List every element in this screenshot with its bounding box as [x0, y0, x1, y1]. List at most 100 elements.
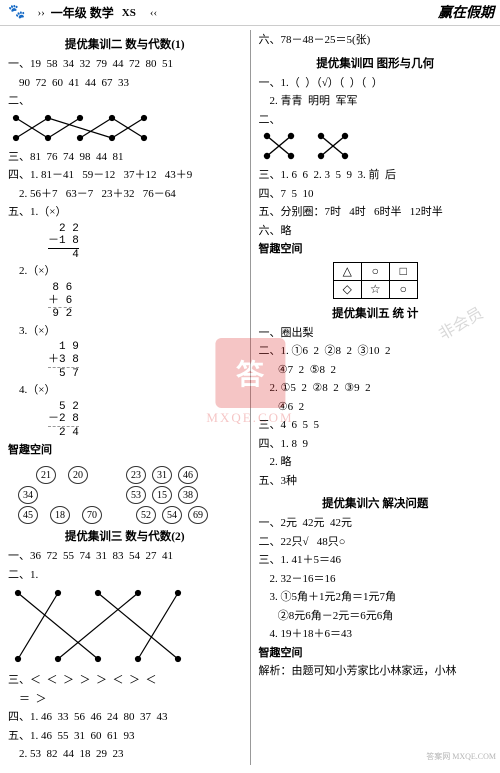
vertical-calc-2: 8 6 ＋ 6 9 2 [48, 282, 72, 321]
s6-q3d: ②8元6角－2元＝6元6角 [259, 608, 493, 625]
r-q4: 四、7 5 10 [259, 186, 493, 203]
bubble-node: 52 [136, 506, 156, 524]
s5-q2c: 2. ①5 2 ②8 2 ③9 2 [259, 380, 493, 397]
q1-line1: 一、19 58 34 32 79 44 72 80 51 [8, 56, 242, 73]
section2-title: 提优集训二 数与代数(1) [8, 36, 242, 52]
r-q1b: 2. 青青 明明 军军 [259, 93, 493, 110]
bubble-node: 45 [18, 506, 38, 524]
q5-3: 3.（×） [8, 323, 242, 340]
r-q3: 三、1. 6 6 2. 3 5 9 3. 前 后 [259, 167, 493, 184]
bubble-node: 20 [68, 466, 88, 484]
q3: 三、81 76 74 98 44 81 [8, 149, 242, 166]
arrow-right: ‹‹ [150, 7, 157, 19]
bubble-diagram: 21 20 34 45 18 70 23 31 46 53 15 38 52 54 69 [8, 462, 242, 522]
bubble-node: 70 [82, 506, 102, 524]
shape-cell: ☆ [361, 280, 389, 298]
q4-2: 2. 56＋7 63－7 23＋32 76－64 [8, 186, 242, 203]
v1c: 4 [48, 248, 79, 262]
r-top: 六、78－48－25＝5(张) [259, 32, 493, 49]
shape-cell: □ [389, 262, 417, 280]
bubble-node: 53 [126, 486, 146, 504]
s6-q2: 二、22只√ 48只○ [259, 534, 493, 551]
section5-title: 提优集训五 统 计 [259, 305, 493, 321]
q4-1: 四、1. 81－41 59－12 37＋12 43＋9 [8, 167, 242, 184]
shape-cell: ◇ [333, 280, 361, 298]
v3b: ＋3 8 [48, 354, 79, 368]
s3-q5: 五、1. 46 55 31 60 61 93 [8, 728, 242, 745]
shape-cell: ○ [389, 280, 417, 298]
arrow-left: ›› [37, 7, 44, 19]
content-columns: 提优集训二 数与代数(1) 一、19 58 34 32 79 44 72 80 … [0, 26, 500, 773]
s6-q3b: 2. 32－16＝16 [259, 571, 493, 588]
fun-space-2: 智趣空间 [259, 241, 493, 258]
code: XS [122, 7, 136, 19]
s6-q3: 三、1. 41＋5＝46 [259, 552, 493, 569]
fun-space-1: 智趣空间 [8, 442, 242, 459]
right-column: 六、78－48－25＝5(张) 提优集训四 图形与几何 一、1.（ ）（√）（ … [253, 30, 493, 765]
section4-title: 提优集训四 图形与几何 [259, 55, 493, 71]
s3-q2: 二、1. [8, 567, 242, 584]
s3-q1: 一、36 72 55 74 31 83 54 27 41 [8, 548, 242, 565]
cross-diagram-2 [259, 132, 379, 160]
q5-2: 2.（×） [8, 263, 242, 280]
shape-table: △○□◇☆○ [333, 262, 418, 299]
section3-title: 提优集训三 数与代数(2) [8, 528, 242, 544]
vertical-calc-3: 1 9 ＋3 8 5 7 [48, 341, 79, 380]
v3a: 1 9 [48, 341, 79, 354]
s5-q3: 三、4 6 5 5 [259, 417, 493, 434]
s5-q2: 二、1. ①6 2 ②8 2 ③10 2 [259, 343, 493, 360]
v1b: －1 8 [48, 235, 79, 248]
v2b: ＋ 6 [48, 295, 72, 309]
s5-q5: 五、3种 [259, 473, 493, 490]
left-column: 提优集训二 数与代数(1) 一、19 58 34 32 79 44 72 80 … [8, 30, 248, 765]
paw-icon: 🐾 [8, 4, 25, 21]
analysis: 解析：由题可知小芳家比小林家远，小林 [259, 663, 493, 680]
bubble-node: 69 [188, 506, 208, 524]
q2-label: 二、 [8, 93, 242, 110]
bubble-node: 23 [126, 466, 146, 484]
column-divider [250, 30, 251, 765]
matching-diagram [8, 587, 208, 665]
bubble-node: 31 [152, 466, 172, 484]
r-q5: 五、分别圈：7时 4时 6时半 12时半 [259, 204, 493, 221]
s6-q1: 一、2元 42元 42元 [259, 515, 493, 532]
badge-win: 赢在假期 [438, 2, 494, 22]
bubble-node: 38 [178, 486, 198, 504]
bubble-node: 34 [18, 486, 38, 504]
section6-title: 提优集训六 解决问题 [259, 495, 493, 511]
fun-space-3: 智趣空间 [259, 645, 493, 662]
v1a: 2 2 [48, 223, 79, 236]
vertical-calc-1: 2 2 －1 8 4 [48, 223, 79, 262]
v3c: 5 7 [48, 368, 79, 381]
v4c: 2 4 [48, 427, 79, 440]
cross-diagram-1 [8, 114, 168, 142]
s6-q3e: 4. 19＋18＋6＝43 [259, 626, 493, 643]
s5-q1: 一、圈出梨 [259, 325, 493, 342]
bubble-node: 18 [50, 506, 70, 524]
q5-4: 4.（×） [8, 382, 242, 399]
page-header: 🐾 ›› 一年级 数学 XS ‹‹ 赢在假期 [0, 0, 500, 26]
bubble-node: 21 [36, 466, 56, 484]
bubble-node: 15 [152, 486, 172, 504]
s3-q3: 三、＜ ＜ ＞ ＞ ＞ ＜ ＞ ＜ [8, 672, 242, 689]
bubble-node: 54 [162, 506, 182, 524]
s6-q3c: 3. ①5角＋1元2角＝1元7角 [259, 589, 493, 606]
r-q6: 六、略 [259, 223, 493, 240]
s5-q4: 四、1. 8 9 [259, 436, 493, 453]
footer-mark: 答案网 MXQE.COM [426, 751, 496, 762]
v4a: 5 2 [48, 401, 79, 414]
bubble-node: 46 [178, 466, 198, 484]
s3-q4: 四、1. 46 33 56 46 24 80 37 43 [8, 709, 242, 726]
s3-q5b: 2. 53 82 44 18 29 23 [8, 746, 242, 763]
q5-1: 五、1.（×） [8, 204, 242, 221]
s5-q2b: ④7 2 ⑤8 2 [259, 362, 493, 379]
q1-line2: 90 72 60 41 44 67 33 [8, 75, 242, 92]
v2a: 8 6 [48, 282, 72, 295]
v4b: －2 8 [48, 413, 79, 427]
shape-cell: △ [333, 262, 361, 280]
v2c: 9 2 [48, 308, 72, 321]
s5-q4b: 2. 略 [259, 454, 493, 471]
shape-cell: ○ [361, 262, 389, 280]
s5-q2d: ④6 2 [259, 399, 493, 416]
grade-subject: 一年级 数学 [51, 4, 114, 21]
